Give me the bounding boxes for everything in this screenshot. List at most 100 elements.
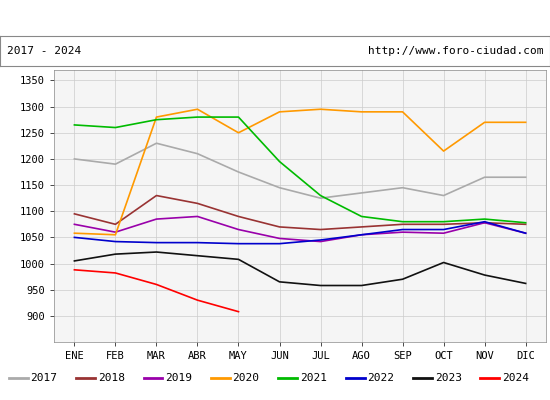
2022 xyxy=(441,227,447,232)
2017 xyxy=(235,170,242,174)
2017 xyxy=(153,141,159,146)
2021 xyxy=(71,122,78,127)
Text: 2020: 2020 xyxy=(233,373,260,383)
2022 xyxy=(112,239,119,244)
2022 xyxy=(235,241,242,246)
2021 xyxy=(522,220,529,225)
2021 xyxy=(235,115,242,120)
2018 xyxy=(522,222,529,227)
Text: 2019: 2019 xyxy=(165,373,192,383)
2019 xyxy=(71,222,78,227)
2019 xyxy=(481,220,488,225)
2019 xyxy=(194,214,201,219)
2020 xyxy=(481,120,488,125)
2018 xyxy=(358,224,365,229)
2024 xyxy=(153,282,159,287)
Line: 2023: 2023 xyxy=(74,252,526,286)
2024 xyxy=(235,309,242,314)
2017 xyxy=(441,193,447,198)
Line: 2022: 2022 xyxy=(74,222,526,244)
2022 xyxy=(481,219,488,224)
2017 xyxy=(317,196,324,200)
2024 xyxy=(71,268,78,272)
2022 xyxy=(522,231,529,236)
2018 xyxy=(153,193,159,198)
2018 xyxy=(481,220,488,225)
Line: 2018: 2018 xyxy=(74,196,526,230)
2018 xyxy=(399,222,406,227)
2021 xyxy=(481,217,488,222)
2023 xyxy=(194,253,201,258)
2022 xyxy=(358,232,365,237)
2019 xyxy=(153,217,159,222)
2020 xyxy=(522,120,529,125)
2023 xyxy=(276,280,283,284)
2023 xyxy=(112,252,119,256)
2021 xyxy=(317,193,324,198)
2024 xyxy=(194,298,201,302)
2020 xyxy=(71,231,78,236)
2022 xyxy=(399,227,406,232)
2021 xyxy=(399,219,406,224)
2020 xyxy=(276,110,283,114)
2018 xyxy=(112,222,119,227)
2019 xyxy=(235,227,242,232)
2018 xyxy=(276,224,283,229)
2017 xyxy=(194,151,201,156)
2023 xyxy=(481,273,488,278)
2017 xyxy=(112,162,119,166)
2019 xyxy=(112,230,119,234)
2023 xyxy=(235,257,242,262)
2017 xyxy=(71,156,78,161)
2018 xyxy=(235,214,242,219)
2018 xyxy=(194,201,201,206)
Line: 2021: 2021 xyxy=(74,117,526,223)
2019 xyxy=(276,236,283,241)
2019 xyxy=(441,231,447,236)
2020 xyxy=(441,149,447,154)
2017 xyxy=(399,185,406,190)
2021 xyxy=(153,117,159,122)
2018 xyxy=(71,212,78,216)
Line: 2024: 2024 xyxy=(74,270,239,312)
Text: 2018: 2018 xyxy=(98,373,125,383)
2020 xyxy=(112,232,119,237)
Text: 2017: 2017 xyxy=(30,373,57,383)
2019 xyxy=(317,239,324,244)
2019 xyxy=(399,230,406,234)
2020 xyxy=(399,110,406,114)
Text: http://www.foro-ciudad.com: http://www.foro-ciudad.com xyxy=(368,46,543,56)
2024 xyxy=(112,270,119,275)
2022 xyxy=(71,235,78,240)
2023 xyxy=(317,283,324,288)
2017 xyxy=(358,190,365,195)
2021 xyxy=(358,214,365,219)
Line: 2017: 2017 xyxy=(74,143,526,198)
2017 xyxy=(276,185,283,190)
2022 xyxy=(276,241,283,246)
2021 xyxy=(194,115,201,120)
2020 xyxy=(235,130,242,135)
2021 xyxy=(112,125,119,130)
2022 xyxy=(317,238,324,242)
Text: 2017 - 2024: 2017 - 2024 xyxy=(7,46,81,56)
2019 xyxy=(522,231,529,236)
2021 xyxy=(276,159,283,164)
2023 xyxy=(522,281,529,286)
Text: 2024: 2024 xyxy=(502,373,529,383)
2017 xyxy=(522,175,529,180)
2019 xyxy=(358,232,365,237)
2021 xyxy=(441,219,447,224)
2020 xyxy=(317,107,324,112)
2023 xyxy=(441,260,447,265)
2023 xyxy=(358,283,365,288)
2017 xyxy=(481,175,488,180)
Text: 2023: 2023 xyxy=(434,373,461,383)
2018 xyxy=(441,222,447,227)
Text: Evolucion del paro registrado en Olivares: Evolucion del paro registrado en Olivare… xyxy=(103,11,447,25)
Line: 2020: 2020 xyxy=(74,109,526,235)
2022 xyxy=(153,240,159,245)
Line: 2019: 2019 xyxy=(74,216,526,242)
2023 xyxy=(153,250,159,254)
Text: 2021: 2021 xyxy=(300,373,327,383)
